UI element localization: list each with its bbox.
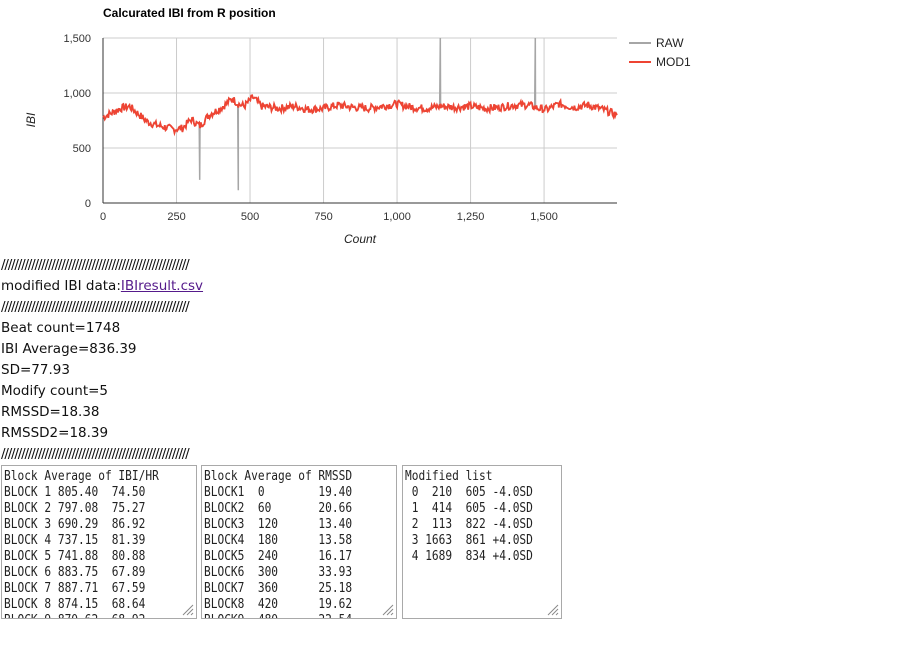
block-ibi-hr-line: BLOCK 5 741.88 80.88: [4, 549, 146, 564]
x-tick-label: 250: [167, 211, 185, 223]
block-rmssd-line: BLOCK5 240 16.17: [204, 549, 353, 564]
ibi-result-link[interactable]: IBIresult.csv: [120, 278, 204, 294]
resize-grip-icon[interactable]: [546, 603, 559, 616]
modified-list-textarea[interactable]: Modified list 0 210 605 -4.0SD 1 414 605…: [402, 465, 562, 619]
ibi-average: IBI Average=836.39: [1, 341, 137, 357]
modified-data-row: modified IBI data:IBIresult.csv: [1, 276, 203, 297]
block-ibi-hr-line: BLOCK 4 737.15 81.39: [4, 533, 146, 548]
block-rmssd-line: BLOCK3 120 13.40: [204, 517, 353, 532]
block-rmssd-line: BLOCK6 300 33.93: [204, 565, 353, 580]
y-tick-label: 1,000: [63, 88, 91, 100]
block-ibi-hr-line: Block Average of IBI/HR: [4, 469, 159, 484]
y-axis-label: IBI: [24, 112, 38, 127]
block-rmssd-line: BLOCK1 0 19.40: [204, 485, 353, 500]
beat-count: Beat count=1748: [1, 320, 121, 336]
modified-list-line: 2 113 822 -4.0SD: [405, 517, 533, 532]
modified-list-line: Modified list: [405, 469, 493, 484]
y-tick-label: 0: [85, 198, 91, 210]
block-ibi-hr-line: BLOCK 3 690.29 86.92: [4, 517, 146, 532]
chart-title: Calcurated IBI from R position: [103, 6, 276, 20]
modified-data-label: modified IBI data:: [1, 278, 121, 294]
ibi-chart: Calcurated IBI from R position 0 500 1,000…: [24, 6, 691, 246]
legend-mod1-label: MOD1: [656, 55, 691, 69]
series-mod1-line: [102, 94, 618, 137]
block-ibi-hr-line: BLOCK 9 870.62 68.92: [4, 613, 194, 618]
block-ibi-hr-line: BLOCK 6 883.75 67.89: [4, 565, 146, 580]
modified-list-line: 0 210 605 -4.0SD: [405, 485, 533, 500]
separator-line: ////////////////////////////////////////…: [1, 446, 190, 462]
legend: RAW MOD1: [629, 36, 691, 69]
chart-series: [102, 37, 618, 191]
block-ibi-hr-line: BLOCK 2 797.08 75.27: [4, 501, 146, 516]
separator-line: ////////////////////////////////////////…: [1, 257, 190, 273]
x-axis-label: Count: [344, 232, 377, 246]
x-tick-label: 500: [241, 211, 259, 223]
rmssd-value: RMSSD=18.38: [1, 404, 100, 420]
block-rmssd-line: Block Average of RMSSD: [204, 469, 353, 484]
modified-list-line: 1 414 605 -4.0SD: [405, 501, 533, 516]
y-axis-ticks: 0 500 1,000 1,500: [63, 33, 91, 210]
block-rmssd-line: BLOCK7 360 25.18: [204, 581, 353, 596]
block-rmssd-line: BLOCK8 420 19.62: [204, 597, 353, 612]
legend-raw-label: RAW: [656, 36, 684, 50]
x-tick-label: 1,250: [457, 211, 485, 223]
modify-count: Modify count=5: [1, 383, 109, 399]
x-tick-label: 1,500: [530, 211, 558, 223]
block-ibi-hr-line: BLOCK 8 874.15 68.64: [4, 597, 146, 612]
separator-line: ////////////////////////////////////////…: [1, 299, 190, 315]
block-rmssd-line: BLOCK9 480 22.54: [204, 613, 394, 618]
x-axis-ticks: 0 250 500 750 1,000 1,250 1,500: [100, 211, 558, 223]
y-tick-label: 500: [73, 143, 91, 155]
block-ibi-hr-textarea[interactable]: Block Average of IBI/HR BLOCK 1 805.40 74…: [1, 465, 197, 619]
modified-list-line: 3 1663 861 +4.0SD: [405, 533, 533, 548]
x-tick-label: 1,000: [383, 211, 411, 223]
rmssd2-value: RMSSD2=18.39: [1, 425, 109, 441]
x-tick-label: 0: [100, 211, 106, 223]
block-ibi-hr-line: BLOCK 1 805.40 74.50: [4, 485, 146, 500]
block-rmssd-line: BLOCK2 60 20.66: [204, 501, 353, 516]
y-tick-label: 1,500: [63, 33, 91, 45]
series-raw-line: [102, 37, 618, 191]
resize-grip-icon[interactable]: [381, 603, 394, 616]
block-ibi-hr-line: BLOCK 7 887.71 67.59: [4, 581, 146, 596]
block-rmssd-line: BLOCK4 180 13.58: [204, 533, 353, 548]
block-rmssd-textarea[interactable]: Block Average of RMSSD BLOCK1 0 19.40 BLOC…: [201, 465, 397, 619]
sd-value: SD=77.93: [1, 362, 70, 378]
resize-grip-icon[interactable]: [181, 603, 194, 616]
x-tick-label: 750: [314, 211, 332, 223]
chart-gridlines: [102, 37, 617, 204]
modified-list-line: 4 1689 834 +4.0SD: [405, 549, 533, 564]
